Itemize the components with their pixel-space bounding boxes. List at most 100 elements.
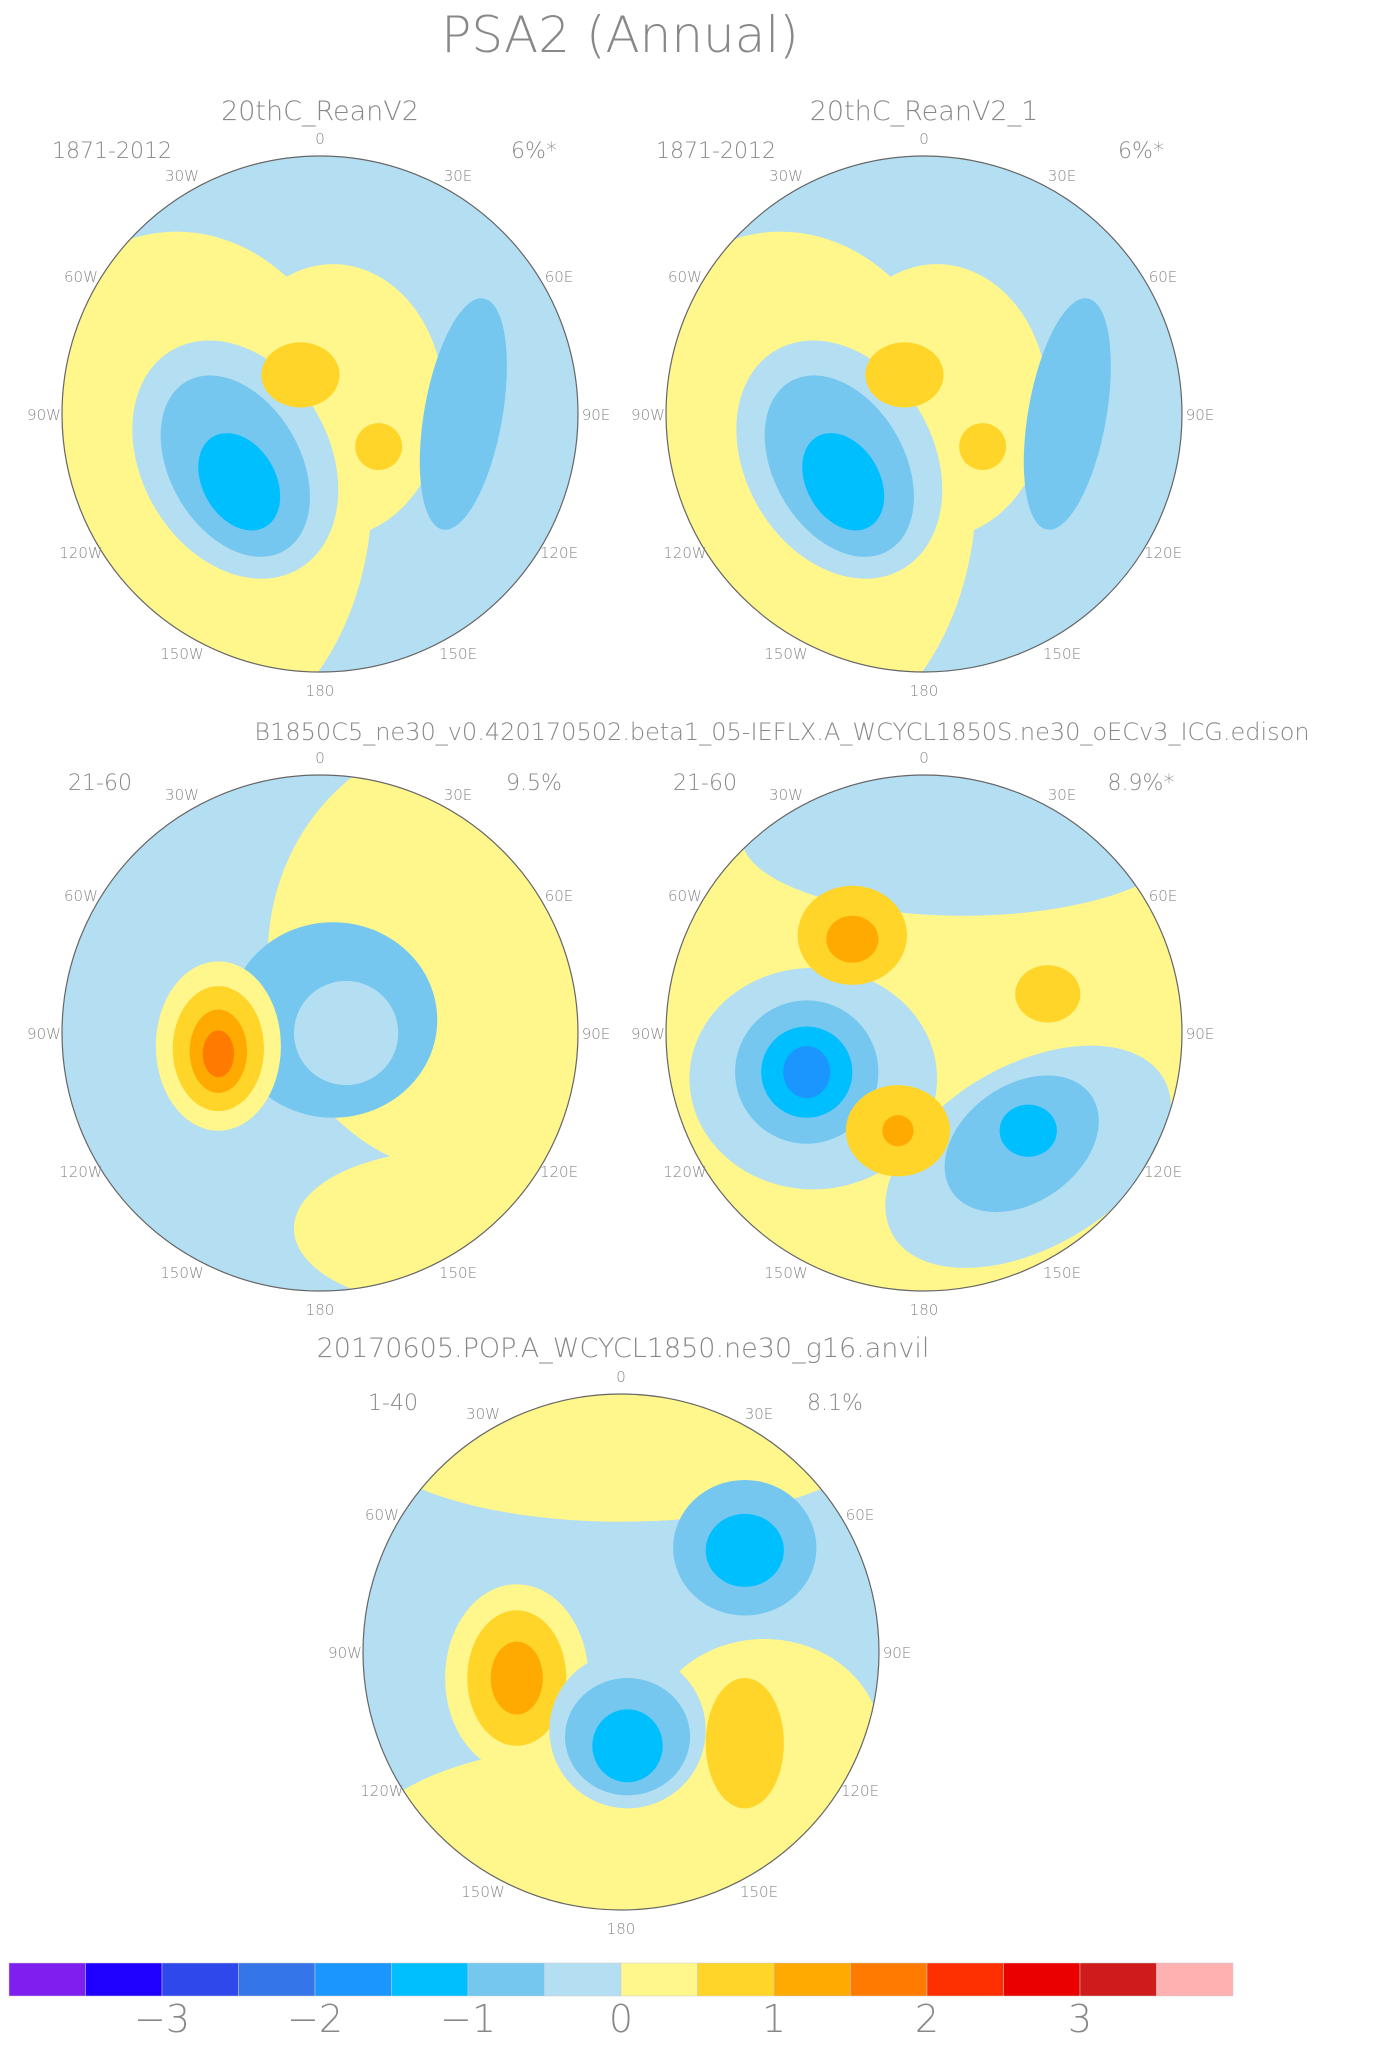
contour-region bbox=[198, 433, 281, 531]
contour-region bbox=[802, 433, 885, 531]
longitude-label: 60E bbox=[1149, 887, 1178, 905]
longitude-label: 150W bbox=[160, 1264, 203, 1282]
longitude-label: 60E bbox=[1149, 268, 1178, 286]
colorbar-tick-label: −3 bbox=[134, 1997, 190, 2041]
contour-region bbox=[202, 1030, 235, 1078]
map-panel-3: 0 30E 60E 90E 120E 150E 180 150W 120W 90W 60W 30W 21… bbox=[27, 749, 611, 1319]
colorbar-swatch bbox=[773, 1962, 851, 1997]
longitude-label: 90E bbox=[883, 1644, 912, 1662]
longitude-label: 120E bbox=[540, 1163, 578, 1181]
colorbar-tick-label: −1 bbox=[440, 1997, 496, 2041]
map-panel-4: 0 30E 60E 90E 120E 150E 180 150W 120W 90W 60W 30W 21… bbox=[631, 749, 1214, 1319]
contour-region bbox=[826, 915, 879, 963]
panel-title: 20thC_ReanV2 bbox=[221, 96, 419, 127]
colorbar-swatch bbox=[697, 1962, 775, 1997]
colorbar-swatch bbox=[850, 1962, 928, 1997]
colorbar-tick-label: 0 bbox=[609, 1997, 633, 2041]
longitude-label: 0 bbox=[919, 130, 929, 148]
longitude-label: 30E bbox=[444, 167, 473, 185]
panel-title: 20thC_ReanV2_1 bbox=[810, 96, 1039, 127]
longitude-label: 90E bbox=[1186, 1025, 1215, 1043]
contour-region bbox=[959, 423, 1007, 471]
contour-region bbox=[419, 298, 507, 530]
colorbar-swatch bbox=[1156, 1962, 1234, 1997]
longitude-label: 90W bbox=[27, 1025, 61, 1043]
colorbar-swatch bbox=[85, 1962, 163, 1997]
panel-period: 21-60 bbox=[673, 771, 737, 796]
contour-region bbox=[999, 1104, 1057, 1157]
contour-region bbox=[882, 1115, 914, 1147]
longitude-label: 60W bbox=[668, 887, 702, 905]
longitude-label: 90E bbox=[582, 1025, 611, 1043]
longitude-label: 120W bbox=[360, 1782, 403, 1800]
colorbar-tick-label: 2 bbox=[915, 1997, 939, 2041]
longitude-label: 60W bbox=[64, 887, 98, 905]
colorbar-swatch bbox=[238, 1962, 316, 1997]
longitude-label: 180 bbox=[910, 1301, 939, 1319]
colorbar-swatch bbox=[1003, 1962, 1081, 1997]
contour-region bbox=[293, 980, 399, 1086]
panel-period: 1-40 bbox=[368, 1391, 418, 1416]
longitude-label: 30E bbox=[444, 786, 473, 804]
panel-variance: 6%* bbox=[511, 139, 557, 164]
contour-region bbox=[705, 1678, 784, 1809]
longitude-label: 0 bbox=[315, 749, 325, 767]
contour-region bbox=[355, 423, 403, 471]
longitude-label: 0 bbox=[616, 1368, 626, 1386]
longitude-label: 150E bbox=[740, 1883, 778, 1901]
longitude-label: 60E bbox=[846, 1506, 875, 1524]
longitude-label: 120E bbox=[540, 544, 578, 562]
longitude-label: 30E bbox=[1048, 786, 1077, 804]
figure-title: PSA2 (Annual) bbox=[441, 6, 799, 64]
contour-region bbox=[1023, 298, 1111, 530]
longitude-label: 30W bbox=[466, 1405, 500, 1423]
colorbar-swatch bbox=[620, 1962, 698, 1997]
contour-region bbox=[363, 1394, 879, 1522]
longitude-label: 150E bbox=[1043, 1264, 1081, 1282]
colorbar-swatch bbox=[8, 1962, 86, 1997]
longitude-label: 120E bbox=[841, 1782, 879, 1800]
longitude-label: 30E bbox=[745, 1405, 774, 1423]
longitude-label: 30W bbox=[769, 167, 803, 185]
map-boundary bbox=[61, 774, 579, 1292]
longitude-label: 120W bbox=[59, 1163, 102, 1181]
map-panel-5: 0 30E 60E 90E 120E 150E 180 150W 120W 90W 60W 30W 20… bbox=[317, 1333, 930, 1938]
longitude-label: 150W bbox=[461, 1883, 504, 1901]
contour-region bbox=[705, 1513, 784, 1587]
map-panel-1: 0 30E 60E 90E 120E 150E 180 150W 120W 90W 60W 30W 20… bbox=[27, 96, 610, 700]
colorbar-tick-label: 1 bbox=[762, 1997, 786, 2041]
colorbar-swatch bbox=[391, 1962, 469, 1997]
longitude-label: 0 bbox=[315, 130, 325, 148]
colorbar: −3 −2 −1 0 1 2 3 bbox=[8, 1962, 1234, 2041]
panel-variance: 9.5% bbox=[506, 771, 562, 796]
longitude-label: 120W bbox=[663, 1163, 706, 1181]
colorbar-tick-label: −2 bbox=[287, 1997, 343, 2041]
longitude-label: 30W bbox=[165, 786, 199, 804]
map-boundary bbox=[61, 155, 579, 673]
map-boundary bbox=[362, 1393, 880, 1911]
longitude-label: 180 bbox=[306, 1301, 335, 1319]
panel-title: 20170605.POP.A_WCYCL1850.ne30_g16.anvil bbox=[317, 1333, 930, 1364]
longitude-label: 150E bbox=[439, 1264, 477, 1282]
longitude-label: 90W bbox=[631, 406, 665, 424]
longitude-label: 120W bbox=[663, 544, 706, 562]
panel-period: 21-60 bbox=[68, 771, 132, 796]
longitude-label: 150E bbox=[1043, 645, 1081, 663]
panel-period: 1871-2012 bbox=[52, 139, 172, 164]
panel-variance: 8.9%* bbox=[1108, 771, 1175, 796]
longitude-label: 120E bbox=[1144, 544, 1182, 562]
longitude-label: 90W bbox=[328, 1644, 362, 1662]
row2-title: B1850C5_ne30_v0.420170502.beta1_05-IEFLX… bbox=[254, 718, 1309, 746]
contour-region bbox=[261, 342, 340, 408]
colorbar-swatch bbox=[161, 1962, 239, 1997]
contour-region bbox=[592, 1709, 663, 1783]
panel-period: 1871-2012 bbox=[656, 139, 776, 164]
longitude-label: 90E bbox=[1186, 406, 1215, 424]
longitude-label: 30W bbox=[769, 786, 803, 804]
map-panel-2: 0 30E 60E 90E 120E 150E 180 150W 120W 90W 60W 30W 20… bbox=[631, 96, 1215, 700]
colorbar-swatch bbox=[1079, 1962, 1157, 1997]
map-boundary bbox=[665, 155, 1183, 673]
longitude-label: 60W bbox=[64, 268, 98, 286]
longitude-label: 90W bbox=[631, 1025, 665, 1043]
